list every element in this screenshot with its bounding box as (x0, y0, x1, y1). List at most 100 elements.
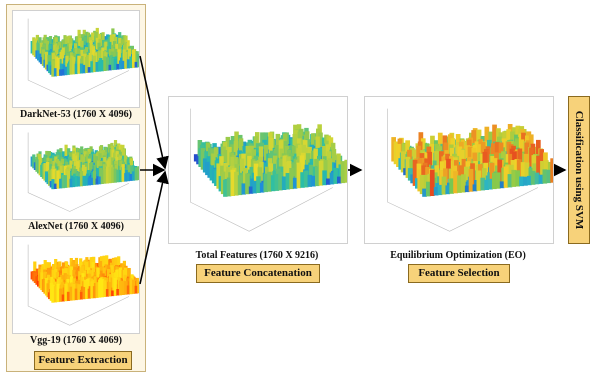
surface-cell (453, 171, 458, 194)
surface-cell (79, 171, 84, 187)
surface-cell (412, 160, 418, 186)
surface-cell (242, 167, 248, 192)
surface-cell (230, 169, 235, 196)
surface-cell (437, 184, 443, 196)
surface-cell (53, 183, 58, 189)
surface-cell (315, 166, 320, 187)
surface-cell (267, 171, 272, 192)
surface-cell (446, 158, 451, 186)
surface-cell (530, 170, 536, 185)
surface-cell (441, 176, 447, 195)
surface-cell (48, 292, 52, 300)
surface-cell (43, 260, 47, 279)
surface-cell (281, 176, 287, 190)
classification-svm-tag: Classification using SVM (568, 96, 590, 244)
surface-cell (72, 283, 76, 301)
surface-cell (85, 56, 89, 73)
surface-cell (538, 174, 544, 184)
surface-cell (327, 158, 332, 182)
surface-cell (457, 146, 463, 170)
surface-cell (400, 151, 406, 173)
surface-cell (499, 181, 505, 189)
surface-cell (35, 276, 39, 285)
surface-cell (134, 285, 138, 294)
surface-cell (69, 178, 73, 188)
surface-cell (85, 175, 89, 186)
surface-cell (198, 148, 203, 167)
surface-cell (98, 279, 102, 298)
surface-cell (515, 170, 520, 187)
surface-cell (124, 51, 128, 69)
feature-concatenation-tag: Feature Concatenation (196, 264, 320, 283)
surface-cell (69, 266, 73, 285)
feature-extraction-tag: Feature Extraction (34, 351, 132, 370)
surface-cell (300, 172, 305, 188)
surface-cell (74, 63, 78, 75)
surface-cell (95, 62, 99, 72)
surface-cell (534, 172, 540, 185)
surface-cell (519, 176, 524, 187)
surface-cell (98, 176, 102, 185)
surface-cell (79, 63, 84, 74)
surface-cell (121, 164, 125, 182)
surface-cell (218, 176, 224, 192)
surface-cell (436, 154, 442, 175)
total-features-caption: Total Features (1760 X 9216) (195, 250, 319, 261)
surface-cell (37, 159, 41, 174)
surface-cell (417, 169, 423, 192)
surface-cell (118, 170, 123, 183)
surface-cell (101, 47, 105, 66)
surface-cell (105, 289, 110, 297)
surface-cell (116, 36, 120, 51)
surface-cell (289, 168, 294, 190)
surface-cell (33, 261, 37, 280)
surface-cell (46, 162, 50, 181)
surface-cell (51, 60, 55, 77)
selected-surface (387, 108, 553, 232)
surface-cell (492, 124, 497, 151)
surface-cell (299, 155, 304, 182)
surface-cell (51, 179, 55, 190)
surface-cell (137, 278, 139, 294)
surface-cell (87, 67, 91, 73)
surface-cell (74, 288, 78, 301)
surface-cell (98, 60, 102, 72)
surface-cell (464, 185, 470, 193)
surface-cell (105, 57, 110, 71)
surface-cell (524, 162, 530, 183)
surface-cell (127, 165, 131, 180)
surface-cell (64, 175, 68, 188)
concatenated-surface (190, 108, 347, 232)
surface-cell (396, 143, 401, 167)
surface-axes (27, 244, 130, 326)
surface-cell (407, 168, 413, 181)
surface-cell (108, 282, 112, 297)
surface-cell (436, 176, 442, 190)
surface-cell (79, 291, 84, 300)
surface-cell (127, 268, 131, 283)
surface-cell (64, 66, 68, 76)
surface-cell (111, 290, 115, 297)
alexnet-caption: AlexNet (1760 X 4096) (28, 221, 124, 232)
surface-cell (238, 138, 244, 163)
surface-cell (278, 171, 283, 191)
surface-cell (69, 57, 73, 75)
surface-cell (126, 172, 130, 182)
surface-cell (89, 163, 93, 178)
surface-cell (234, 171, 239, 196)
surface-cell (393, 141, 399, 165)
surface-cell (52, 169, 56, 188)
surface-cell (245, 173, 250, 195)
surface-cell (410, 174, 415, 184)
surface-cell (214, 170, 219, 186)
surface-cell (56, 57, 60, 76)
surface-cell (64, 283, 68, 302)
surface-cell (96, 268, 100, 286)
surface-cell (488, 178, 493, 190)
selected-feature-plot (364, 96, 554, 244)
surface-cell (53, 68, 58, 77)
surface-cell (465, 145, 470, 169)
surface-cell (263, 173, 268, 193)
surface-cell (48, 170, 52, 186)
surface-cell (126, 59, 130, 69)
